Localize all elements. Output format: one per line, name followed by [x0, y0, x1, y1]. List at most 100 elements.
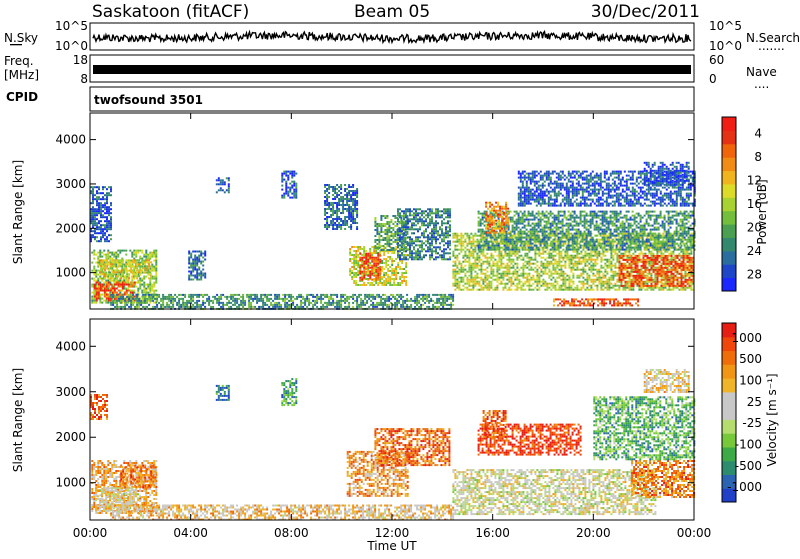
range-cell	[308, 301, 311, 304]
range-cell	[399, 228, 401, 231]
range-cell	[342, 204, 345, 206]
range-cell	[584, 250, 587, 253]
range-cell	[139, 261, 142, 264]
range-cell	[422, 303, 425, 306]
range-cell	[348, 204, 351, 206]
range-cell	[367, 262, 370, 264]
range-cell	[170, 295, 173, 298]
range-cell	[124, 297, 127, 300]
range-cell	[447, 244, 449, 247]
range-cell	[362, 299, 365, 302]
range-cell	[348, 216, 351, 218]
range-cell	[350, 206, 353, 208]
range-cell	[384, 299, 387, 302]
range-cell	[368, 297, 371, 300]
range-cell	[470, 252, 473, 255]
range-cell	[98, 196, 100, 199]
range-cell	[448, 297, 451, 300]
range-cell	[386, 243, 389, 245]
range-cell	[552, 256, 555, 259]
range-cell	[386, 221, 389, 223]
range-cell	[564, 252, 567, 255]
range-cell	[224, 303, 227, 306]
range-cell	[570, 288, 573, 291]
range-cell	[357, 248, 360, 250]
range-cell	[178, 303, 181, 306]
range-cell	[130, 301, 133, 304]
range-cell	[338, 216, 341, 218]
range-cell	[144, 299, 147, 302]
range-cell	[287, 192, 290, 195]
range-cell	[182, 293, 185, 296]
range-cell	[143, 275, 146, 278]
range-cell	[367, 282, 370, 284]
range-cell	[405, 264, 408, 266]
range-cell	[618, 288, 621, 291]
range-cell	[376, 233, 379, 235]
range-cell	[478, 264, 481, 267]
range-cell	[346, 295, 349, 298]
range-cell	[324, 196, 327, 198]
range-cell	[350, 224, 353, 226]
range-cell	[423, 222, 425, 225]
range-cell	[332, 202, 335, 204]
range-cell	[421, 222, 423, 225]
range-cell	[96, 232, 98, 235]
range-cell	[121, 283, 124, 286]
range-cell	[431, 218, 433, 221]
range-cell	[472, 242, 475, 245]
range-cell	[393, 280, 396, 282]
range-cell	[196, 268, 199, 271]
range-cell	[344, 305, 347, 308]
range-cell	[546, 288, 549, 291]
range-cell	[320, 293, 323, 296]
range-cell	[552, 276, 555, 279]
range-cell	[104, 202, 106, 205]
range-cell	[598, 280, 601, 283]
range-cell	[478, 288, 481, 291]
range-cell	[421, 248, 423, 251]
range-cell	[554, 236, 557, 239]
range-cell	[432, 299, 435, 302]
range-cell	[415, 208, 417, 211]
range-cell	[156, 303, 159, 306]
range-cell	[227, 191, 230, 194]
range-cell	[538, 266, 541, 269]
range-cell	[98, 232, 100, 235]
range-cell	[552, 286, 555, 289]
range-cell	[104, 208, 106, 211]
range-cell	[224, 295, 227, 298]
range-cell	[538, 252, 541, 255]
range-cell	[417, 222, 419, 225]
range-cell	[92, 198, 94, 201]
range-cell	[109, 287, 112, 290]
range-cell	[252, 299, 255, 302]
range-cell	[103, 253, 106, 256]
range-cell	[130, 267, 133, 270]
range-cell	[121, 285, 124, 288]
range-cell	[119, 269, 122, 272]
range-cell	[228, 299, 231, 302]
range-cell	[452, 250, 455, 253]
range-cell	[363, 260, 366, 263]
range-cell	[413, 222, 415, 225]
range-cell	[102, 228, 104, 231]
range-cell	[373, 262, 376, 265]
range-cell	[378, 245, 381, 247]
range-cell	[588, 268, 591, 271]
range-cell	[355, 246, 358, 248]
range-cell	[128, 305, 131, 308]
range-cell	[196, 274, 199, 277]
range-cell	[409, 254, 411, 257]
range-cell	[353, 272, 356, 274]
range-cell	[172, 305, 175, 308]
range-cell	[488, 280, 491, 283]
range-cell	[369, 270, 372, 273]
range-cell	[522, 256, 525, 259]
range-cell	[401, 230, 403, 233]
range-cell	[151, 265, 154, 268]
range-cell	[117, 285, 120, 288]
range-cell	[395, 276, 398, 278]
range-cell	[472, 244, 475, 247]
range-cell	[310, 293, 313, 296]
